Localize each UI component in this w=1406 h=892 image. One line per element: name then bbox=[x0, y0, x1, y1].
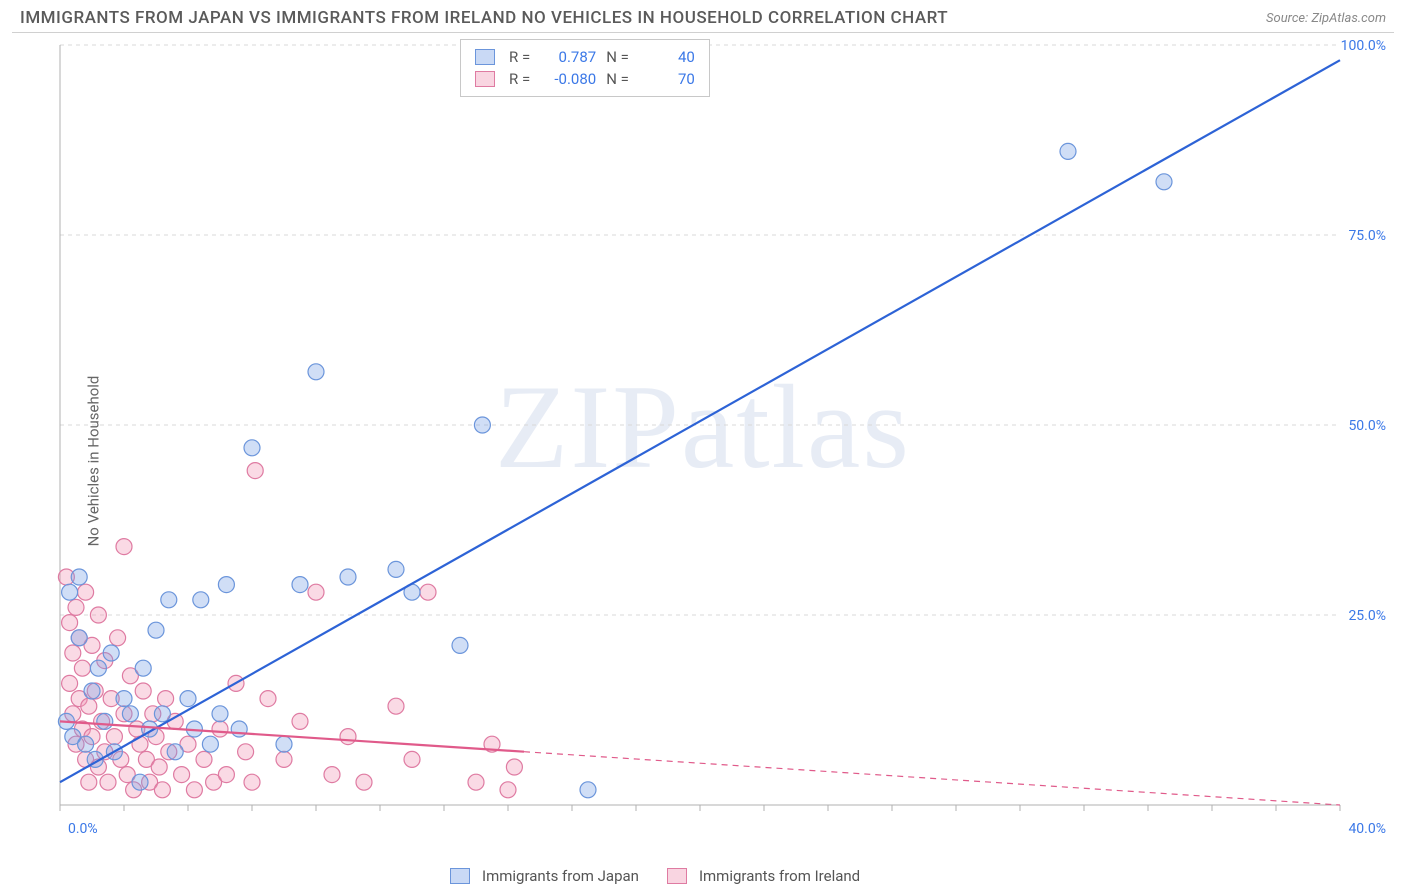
legend-label: Immigrants from Ireland bbox=[699, 867, 860, 885]
source-attribution: Source: ZipAtlas.com bbox=[1266, 11, 1386, 26]
legend-label: Immigrants from Japan bbox=[482, 867, 639, 885]
r-label: R = bbox=[509, 46, 530, 68]
legend-item-japan: Immigrants from Japan bbox=[450, 867, 639, 885]
divider bbox=[12, 32, 1394, 33]
regression-lines bbox=[60, 60, 1340, 805]
legend-item-ireland: Immigrants from Ireland bbox=[667, 867, 860, 885]
svg-text:50.0%: 50.0% bbox=[1348, 418, 1386, 434]
title-bar: IMMIGRANTS FROM JAPAN VS IMMIGRANTS FROM… bbox=[0, 0, 1406, 32]
svg-text:0.0%: 0.0% bbox=[68, 821, 98, 837]
n-label: N = bbox=[606, 46, 629, 68]
r-value: -0.080 bbox=[542, 68, 596, 90]
points-japan bbox=[58, 143, 1172, 797]
tick-labels: 25.0% 50.0% 75.0% 100.0% 0.0% 40.0% bbox=[68, 38, 1386, 837]
r-value: 0.787 bbox=[542, 46, 596, 68]
scatter-plot: 25.0% 50.0% 75.0% 100.0% 0.0% 40.0% bbox=[50, 35, 1390, 845]
n-label: N = bbox=[606, 68, 629, 90]
swatch-pink bbox=[667, 868, 687, 884]
chart-title: IMMIGRANTS FROM JAPAN VS IMMIGRANTS FROM… bbox=[20, 8, 948, 28]
gridlines bbox=[60, 45, 1340, 615]
legend-series: Immigrants from Japan Immigrants from Ir… bbox=[450, 867, 860, 885]
chart-area: No Vehicles in Household ZIPatlas 25.0%5… bbox=[0, 35, 1406, 887]
axes bbox=[60, 45, 1340, 811]
swatch-pink bbox=[475, 71, 495, 87]
source-name: ZipAtlas.com bbox=[1311, 11, 1386, 26]
svg-text:75.0%: 75.0% bbox=[1348, 228, 1386, 244]
swatch-blue bbox=[475, 49, 495, 65]
svg-text:25.0%: 25.0% bbox=[1348, 608, 1386, 624]
source-prefix: Source: bbox=[1266, 11, 1311, 26]
n-value: 70 bbox=[641, 68, 695, 90]
svg-text:40.0%: 40.0% bbox=[1348, 821, 1386, 837]
legend-stats: R = 0.787 N = 40 R = -0.080 N = 70 bbox=[460, 39, 710, 97]
legend-stats-row: R = -0.080 N = 70 bbox=[475, 68, 695, 90]
svg-text:100.0%: 100.0% bbox=[1341, 38, 1386, 54]
r-label: R = bbox=[509, 68, 530, 90]
swatch-blue bbox=[450, 868, 470, 884]
legend-stats-row: R = 0.787 N = 40 bbox=[475, 46, 695, 68]
n-value: 40 bbox=[641, 46, 695, 68]
